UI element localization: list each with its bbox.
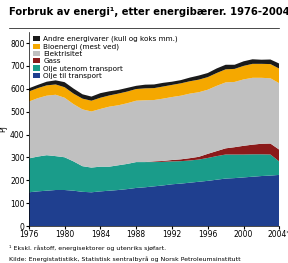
Legend: Andre energivarer (kull og koks mm.), Bioenergi (mest ved), Elektrisitet, Gass, : Andre energivarer (kull og koks mm.), Bi… <box>33 35 179 79</box>
Y-axis label: PJ: PJ <box>0 125 7 132</box>
Text: Kilde: Energistatistikk, Statistisk sentralbyrå og Norsk Petroleumsinstitutt: Kilde: Energistatistikk, Statistisk sent… <box>9 256 240 262</box>
Text: Forbruk av energi¹, etter energibærer. 1976-2004*: Forbruk av energi¹, etter energibærer. 1… <box>9 7 288 17</box>
Text: ¹ Ekskl. råstoff, energisektorer og utenriks sjøfart.: ¹ Ekskl. råstoff, energisektorer og uten… <box>9 245 166 251</box>
